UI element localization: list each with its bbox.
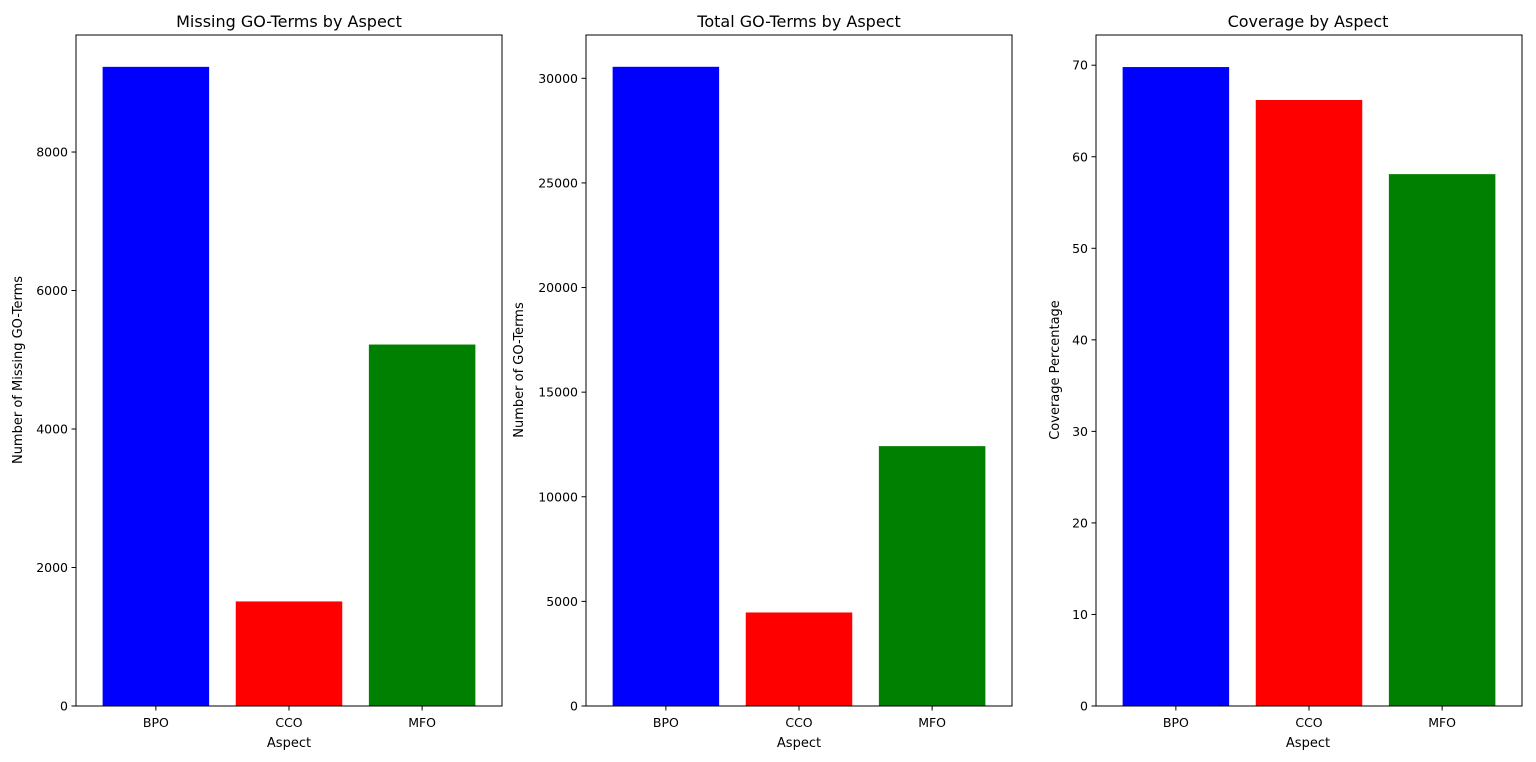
x-tick-label: BPO [1163, 715, 1189, 730]
bar-cco [1255, 99, 1363, 706]
y-tick-label: 10 [1072, 607, 1088, 622]
bar-mfo [878, 446, 986, 706]
y-tick-label: 5000 [546, 594, 578, 609]
x-tick-label: CCO [1295, 715, 1322, 730]
x-tick-label: BPO [143, 715, 169, 730]
y-tick-label: 30 [1072, 424, 1088, 439]
chart-title: Coverage by Aspect [1228, 12, 1389, 31]
bar-mfo [368, 344, 476, 706]
x-tick-label: MFO [1428, 715, 1456, 730]
y-tick-label: 20 [1072, 515, 1088, 530]
bar-bpo [102, 66, 210, 706]
y-tick-label: 40 [1072, 332, 1088, 347]
y-tick-label: 8000 [36, 145, 68, 160]
y-tick-label: 25000 [538, 175, 578, 190]
x-tick-label: BPO [653, 715, 679, 730]
y-tick-label: 50 [1072, 241, 1088, 256]
chart-panel-missing-go-terms: Missing GO-Terms by Aspect Aspect Number… [11, 12, 503, 751]
y-tick-label: 70 [1072, 58, 1088, 73]
y-tick-label: 2000 [36, 560, 68, 575]
x-tick-label: CCO [275, 715, 302, 730]
bar-cco [235, 601, 343, 706]
y-tick-label: 0 [1080, 699, 1088, 714]
y-tick-label: 20000 [538, 280, 578, 295]
x-axis-label: Aspect [267, 736, 311, 751]
y-tick-label: 6000 [36, 283, 68, 298]
x-tick-label: MFO [408, 715, 436, 730]
y-tick-label: 10000 [538, 489, 578, 504]
x-axis-label: Aspect [1286, 736, 1330, 751]
bar-mfo [1388, 174, 1496, 706]
chart-panel-coverage: Coverage by Aspect Aspect Coverage Perce… [1048, 12, 1523, 751]
y-tick-label: 4000 [36, 422, 68, 437]
y-tick-label: 30000 [538, 71, 578, 86]
x-axis-label: Aspect [777, 736, 821, 751]
bar-cco [745, 612, 853, 706]
chart-title: Missing GO-Terms by Aspect [176, 12, 402, 31]
y-tick-label: 60 [1072, 149, 1088, 164]
x-tick-label: CCO [785, 715, 812, 730]
chart-panel-total-go-terms: Total GO-Terms by Aspect Aspect Number o… [512, 12, 1013, 751]
bar-bpo [612, 66, 720, 707]
y-tick-label: 0 [60, 699, 68, 714]
chart-title: Total GO-Terms by Aspect [696, 12, 900, 31]
y-tick-label: 15000 [538, 385, 578, 400]
y-axis-label: Coverage Percentage [1048, 300, 1063, 440]
bar-bpo [1122, 67, 1230, 707]
y-axis-label: Number of GO-Terms [512, 302, 527, 438]
y-tick-label: 0 [570, 699, 578, 714]
y-axis-label: Number of Missing GO-Terms [11, 276, 26, 464]
x-tick-label: MFO [918, 715, 946, 730]
